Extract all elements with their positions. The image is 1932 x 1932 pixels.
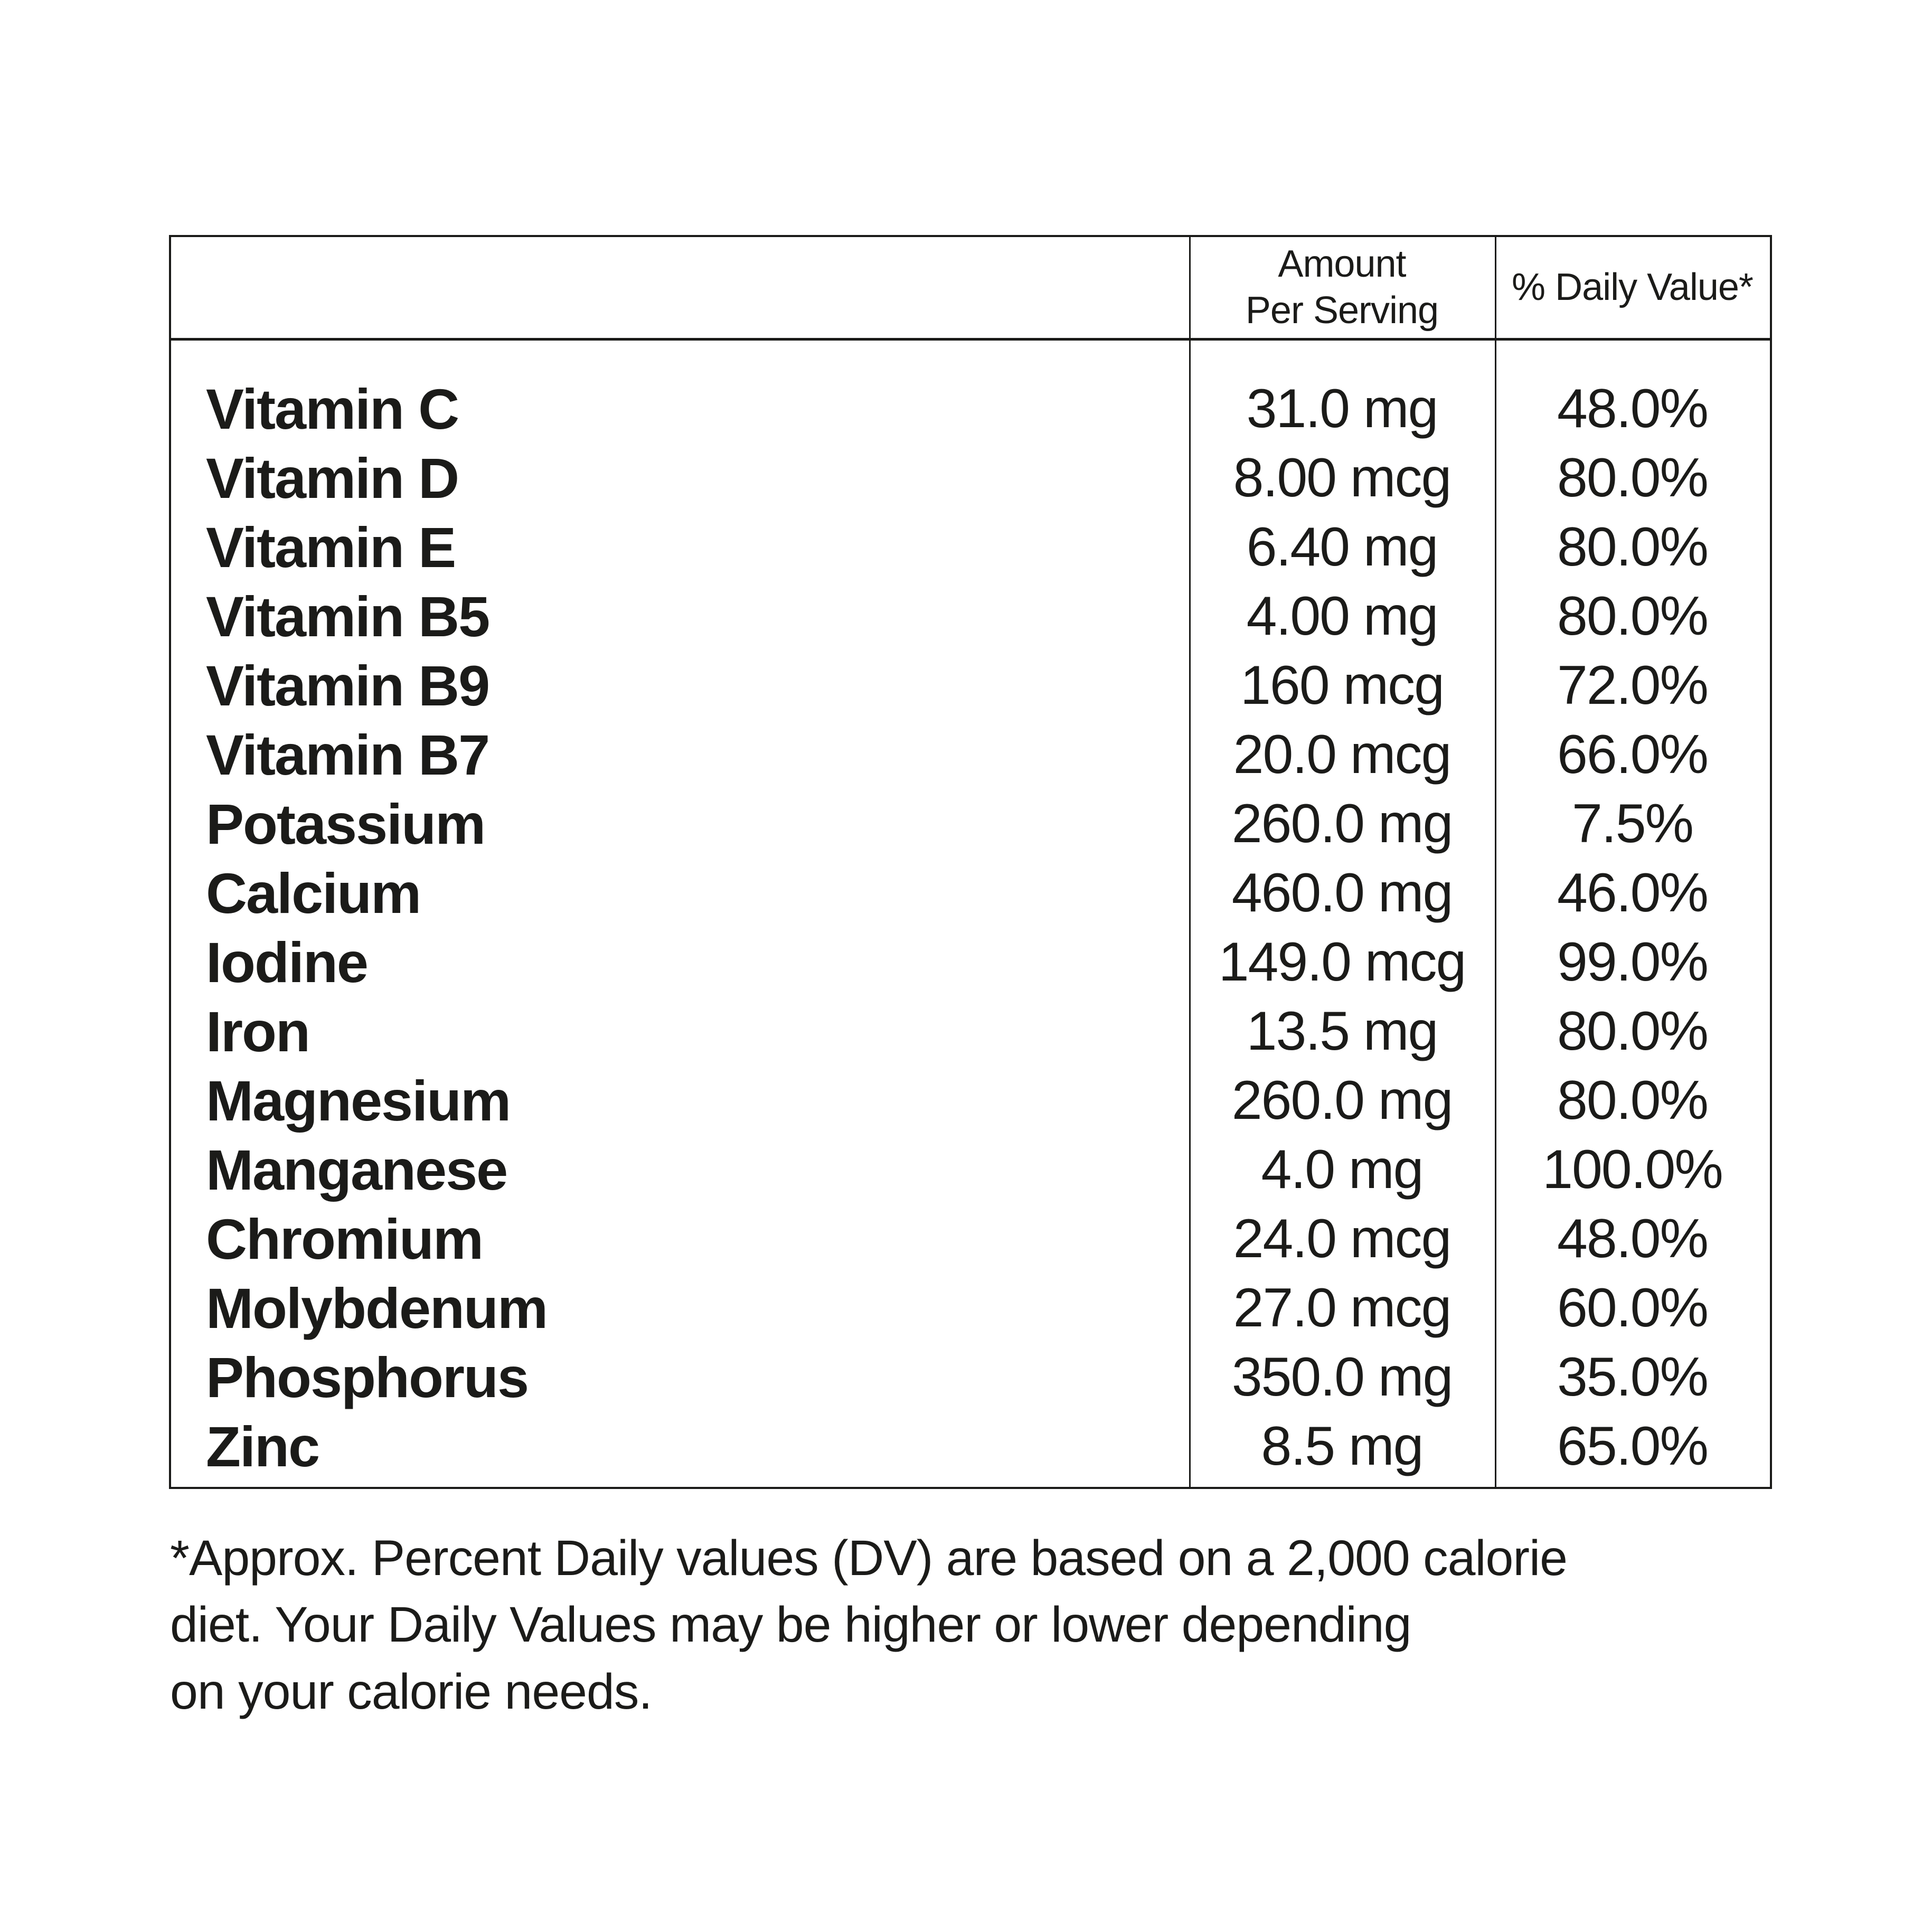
nutrient-amount: 350.0 mg — [1231, 1346, 1454, 1408]
header-daily-value: % Daily Value* — [1512, 266, 1754, 308]
nutrient-daily-value: 35.0% — [1557, 1346, 1709, 1408]
footnote-line-1: *Approx. Percent Daily values (DV) are b… — [170, 1530, 1568, 1586]
nutrient-amount: 27.0 mcg — [1233, 1277, 1452, 1339]
nutrient-name: Calcium — [206, 861, 421, 925]
table-row: Zinc 8.5 mg 65.0% — [171, 1412, 1770, 1481]
footnote-line-3: on your calorie needs. — [170, 1663, 653, 1720]
nutrient-name: Vitamin B5 — [206, 585, 490, 648]
nutrient-amount: 20.0 mcg — [1233, 724, 1452, 785]
footnote: *Approx. Percent Daily values (DV) are b… — [170, 1525, 1817, 1725]
nutrient-amount: 8.00 mcg — [1233, 447, 1452, 508]
nutrient-amount: 149.0 mcg — [1218, 931, 1467, 993]
table-header-row: Amount Per Serving % Daily Value* — [171, 237, 1770, 341]
header-amount-per-serving: Amount Per Serving — [1189, 237, 1495, 338]
nutrient-name: Chromium — [206, 1207, 484, 1271]
nutrient-amount: 4.0 mg — [1261, 1139, 1424, 1200]
table-row: Vitamin B5 4.00 mg 80.0% — [171, 582, 1770, 651]
nutrient-amount: 8.5 mg — [1261, 1416, 1424, 1477]
nutrient-name: Molybdenum — [206, 1276, 548, 1340]
nutrient-daily-value: 48.0% — [1557, 1208, 1709, 1269]
table-row: Vitamin B9 160 mcg 72.0% — [171, 651, 1770, 720]
nutrient-name: Magnesium — [206, 1069, 511, 1133]
column-divider-amount — [1189, 237, 1191, 1487]
table-row: Molybdenum 27.0 mcg 60.0% — [171, 1274, 1770, 1343]
nutrient-daily-value: 100.0% — [1542, 1139, 1723, 1200]
table-row: Vitamin E 6.40 mg 80.0% — [171, 513, 1770, 582]
nutrient-amount: 31.0 mg — [1246, 378, 1439, 439]
table-row: Iron 13.5 mg 80.0% — [171, 997, 1770, 1066]
nutrient-daily-value: 80.0% — [1557, 516, 1709, 578]
table-body: Vitamin C 31.0 mg 48.0% Vitamin D 8.00 m… — [171, 341, 1770, 1481]
nutrient-daily-value: 46.0% — [1557, 862, 1709, 923]
table-row: Iodine 149.0 mcg 99.0% — [171, 928, 1770, 997]
nutrient-daily-value: 72.0% — [1557, 655, 1709, 716]
nutrient-name: Potassium — [206, 792, 486, 856]
nutrient-name: Phosphorus — [206, 1345, 529, 1409]
table-row: Vitamin B7 20.0 mcg 66.0% — [171, 720, 1770, 789]
nutrient-name: Vitamin B7 — [206, 723, 490, 787]
header-blank-cell — [171, 237, 1189, 338]
column-divider-daily-value — [1495, 237, 1496, 1487]
nutrient-amount: 160 mcg — [1240, 655, 1445, 716]
nutrient-amount: 4.00 mg — [1246, 586, 1439, 647]
nutrient-name: Iron — [206, 1000, 310, 1063]
nutrient-amount: 6.40 mg — [1246, 516, 1439, 578]
nutrient-daily-value: 80.0% — [1557, 1001, 1709, 1062]
nutrient-name: Vitamin C — [206, 377, 459, 441]
nutrient-daily-value: 65.0% — [1557, 1416, 1709, 1477]
table-row: Potassium 260.0 mg 7.5% — [171, 789, 1770, 859]
nutrient-daily-value: 60.0% — [1557, 1277, 1709, 1339]
nutrient-daily-value: 80.0% — [1557, 586, 1709, 647]
nutrient-daily-value: 80.0% — [1557, 1070, 1709, 1131]
nutrient-amount: 260.0 mg — [1231, 793, 1454, 854]
nutrient-name: Iodine — [206, 930, 369, 994]
nutrient-name: Manganese — [206, 1138, 508, 1202]
nutrient-name: Vitamin D — [206, 446, 459, 510]
nutrient-amount: 24.0 mcg — [1233, 1208, 1452, 1269]
nutrient-amount: 260.0 mg — [1231, 1070, 1454, 1131]
nutrient-daily-value: 7.5% — [1571, 793, 1694, 854]
nutrient-name: Vitamin E — [206, 515, 456, 579]
nutrient-daily-value: 48.0% — [1557, 378, 1709, 439]
header-amount-line2: Per Serving — [1245, 289, 1439, 332]
nutrient-daily-value: 80.0% — [1557, 447, 1709, 508]
table-row: Chromium 24.0 mcg 48.0% — [171, 1204, 1770, 1274]
table-row: Manganese 4.0 mg 100.0% — [171, 1135, 1770, 1204]
nutrient-name: Zinc — [206, 1415, 320, 1478]
nutrient-amount: 460.0 mg — [1231, 862, 1454, 923]
table-row: Calcium 460.0 mg 46.0% — [171, 859, 1770, 928]
table-row: Vitamin D 8.00 mcg 80.0% — [171, 444, 1770, 513]
header-amount-line1: Amount — [1278, 242, 1406, 285]
nutrient-daily-value: 99.0% — [1557, 931, 1709, 993]
nutrition-facts-table: Amount Per Serving % Daily Value* Vitami… — [169, 235, 1772, 1489]
nutrient-daily-value: 66.0% — [1557, 724, 1709, 785]
table-row: Phosphorus 350.0 mg 35.0% — [171, 1343, 1770, 1412]
footnote-line-2: diet. Your Daily Values may be higher or… — [170, 1597, 1411, 1653]
nutrient-name: Vitamin B9 — [206, 654, 490, 718]
table-row: Vitamin C 31.0 mg 48.0% — [171, 374, 1770, 444]
table-row: Magnesium 260.0 mg 80.0% — [171, 1066, 1770, 1135]
nutrient-amount: 13.5 mg — [1246, 1001, 1439, 1062]
